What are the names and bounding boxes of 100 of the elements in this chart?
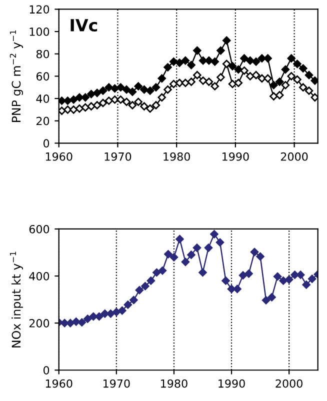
point bbox=[187, 78, 196, 86]
point bbox=[75, 104, 84, 113]
point bbox=[264, 74, 272, 83]
point bbox=[293, 75, 302, 84]
point bbox=[152, 268, 161, 277]
point bbox=[158, 93, 166, 102]
point bbox=[84, 314, 92, 323]
point bbox=[81, 93, 90, 102]
x-tick-label: 1960 bbox=[46, 152, 72, 161]
point bbox=[298, 83, 308, 92]
y-tick-label: 0 bbox=[43, 139, 50, 148]
point bbox=[273, 272, 282, 281]
point bbox=[198, 268, 207, 277]
x-tick-label: 1990 bbox=[218, 379, 245, 388]
point bbox=[240, 66, 248, 75]
point bbox=[176, 234, 184, 244]
point bbox=[250, 248, 259, 256]
point bbox=[181, 56, 190, 65]
x-tick-label: 2000 bbox=[276, 379, 302, 388]
point bbox=[256, 252, 264, 261]
point bbox=[141, 282, 150, 290]
point bbox=[152, 101, 160, 110]
point bbox=[246, 56, 254, 65]
y-axis-title: PNP gC m$^{−2}$ y$^{−1}$ bbox=[10, 30, 23, 122]
point bbox=[104, 96, 114, 105]
y-axis-title: NOx input kt y$^{−1}$ bbox=[10, 252, 23, 348]
point bbox=[134, 82, 142, 90]
point bbox=[310, 93, 318, 102]
point bbox=[135, 286, 144, 294]
point bbox=[193, 46, 202, 55]
point bbox=[72, 318, 80, 326]
point bbox=[308, 274, 316, 283]
point bbox=[110, 84, 119, 93]
point bbox=[158, 266, 167, 275]
point bbox=[106, 310, 115, 318]
point bbox=[69, 106, 78, 114]
point bbox=[152, 83, 160, 92]
point bbox=[252, 58, 260, 66]
point bbox=[233, 284, 242, 294]
point bbox=[64, 106, 72, 114]
point bbox=[87, 90, 96, 98]
y-tick-label: 100 bbox=[30, 28, 50, 36]
point bbox=[287, 72, 296, 80]
point bbox=[124, 300, 132, 309]
point bbox=[98, 86, 108, 95]
point bbox=[146, 104, 154, 113]
point bbox=[210, 82, 219, 90]
point bbox=[275, 78, 284, 86]
point bbox=[69, 95, 78, 104]
point bbox=[130, 296, 138, 304]
point bbox=[187, 250, 196, 259]
point bbox=[104, 83, 114, 92]
point bbox=[216, 73, 225, 82]
x-tick-label: 1980 bbox=[164, 152, 190, 161]
point bbox=[92, 88, 102, 98]
point bbox=[192, 244, 202, 252]
point bbox=[140, 85, 148, 94]
point bbox=[118, 306, 126, 315]
point bbox=[116, 95, 125, 104]
point bbox=[284, 275, 294, 284]
y-tick-label: 0 bbox=[43, 366, 50, 374]
point bbox=[170, 253, 178, 262]
point bbox=[228, 62, 237, 70]
point bbox=[187, 60, 196, 70]
point bbox=[210, 230, 218, 238]
point bbox=[252, 70, 260, 80]
point bbox=[92, 101, 102, 110]
point bbox=[262, 296, 270, 304]
point bbox=[246, 72, 254, 80]
point bbox=[164, 250, 172, 258]
point bbox=[210, 58, 219, 66]
y-tick-label: 60 bbox=[36, 72, 50, 81]
point bbox=[204, 244, 213, 252]
point bbox=[158, 74, 166, 83]
point bbox=[222, 276, 230, 285]
point bbox=[146, 86, 154, 95]
point bbox=[216, 46, 225, 55]
point bbox=[170, 80, 178, 88]
point bbox=[244, 270, 253, 278]
x-tick-label: 1980 bbox=[161, 379, 188, 388]
point bbox=[304, 70, 314, 80]
annotation: IVc bbox=[70, 19, 98, 32]
point bbox=[134, 98, 142, 106]
y-tick-label: 80 bbox=[36, 50, 50, 58]
point bbox=[140, 102, 148, 110]
x-tick-label: 2000 bbox=[280, 152, 308, 161]
point bbox=[193, 70, 202, 80]
point bbox=[181, 78, 190, 88]
point bbox=[112, 308, 121, 316]
point bbox=[264, 54, 272, 62]
y-tick-label: 200 bbox=[29, 319, 50, 328]
point bbox=[281, 65, 290, 74]
point bbox=[275, 91, 284, 100]
point bbox=[216, 238, 224, 247]
y-tick-label: 120 bbox=[30, 5, 50, 14]
point bbox=[304, 86, 314, 95]
point bbox=[268, 293, 276, 302]
point bbox=[287, 54, 296, 62]
point bbox=[58, 106, 66, 115]
point bbox=[170, 58, 178, 66]
